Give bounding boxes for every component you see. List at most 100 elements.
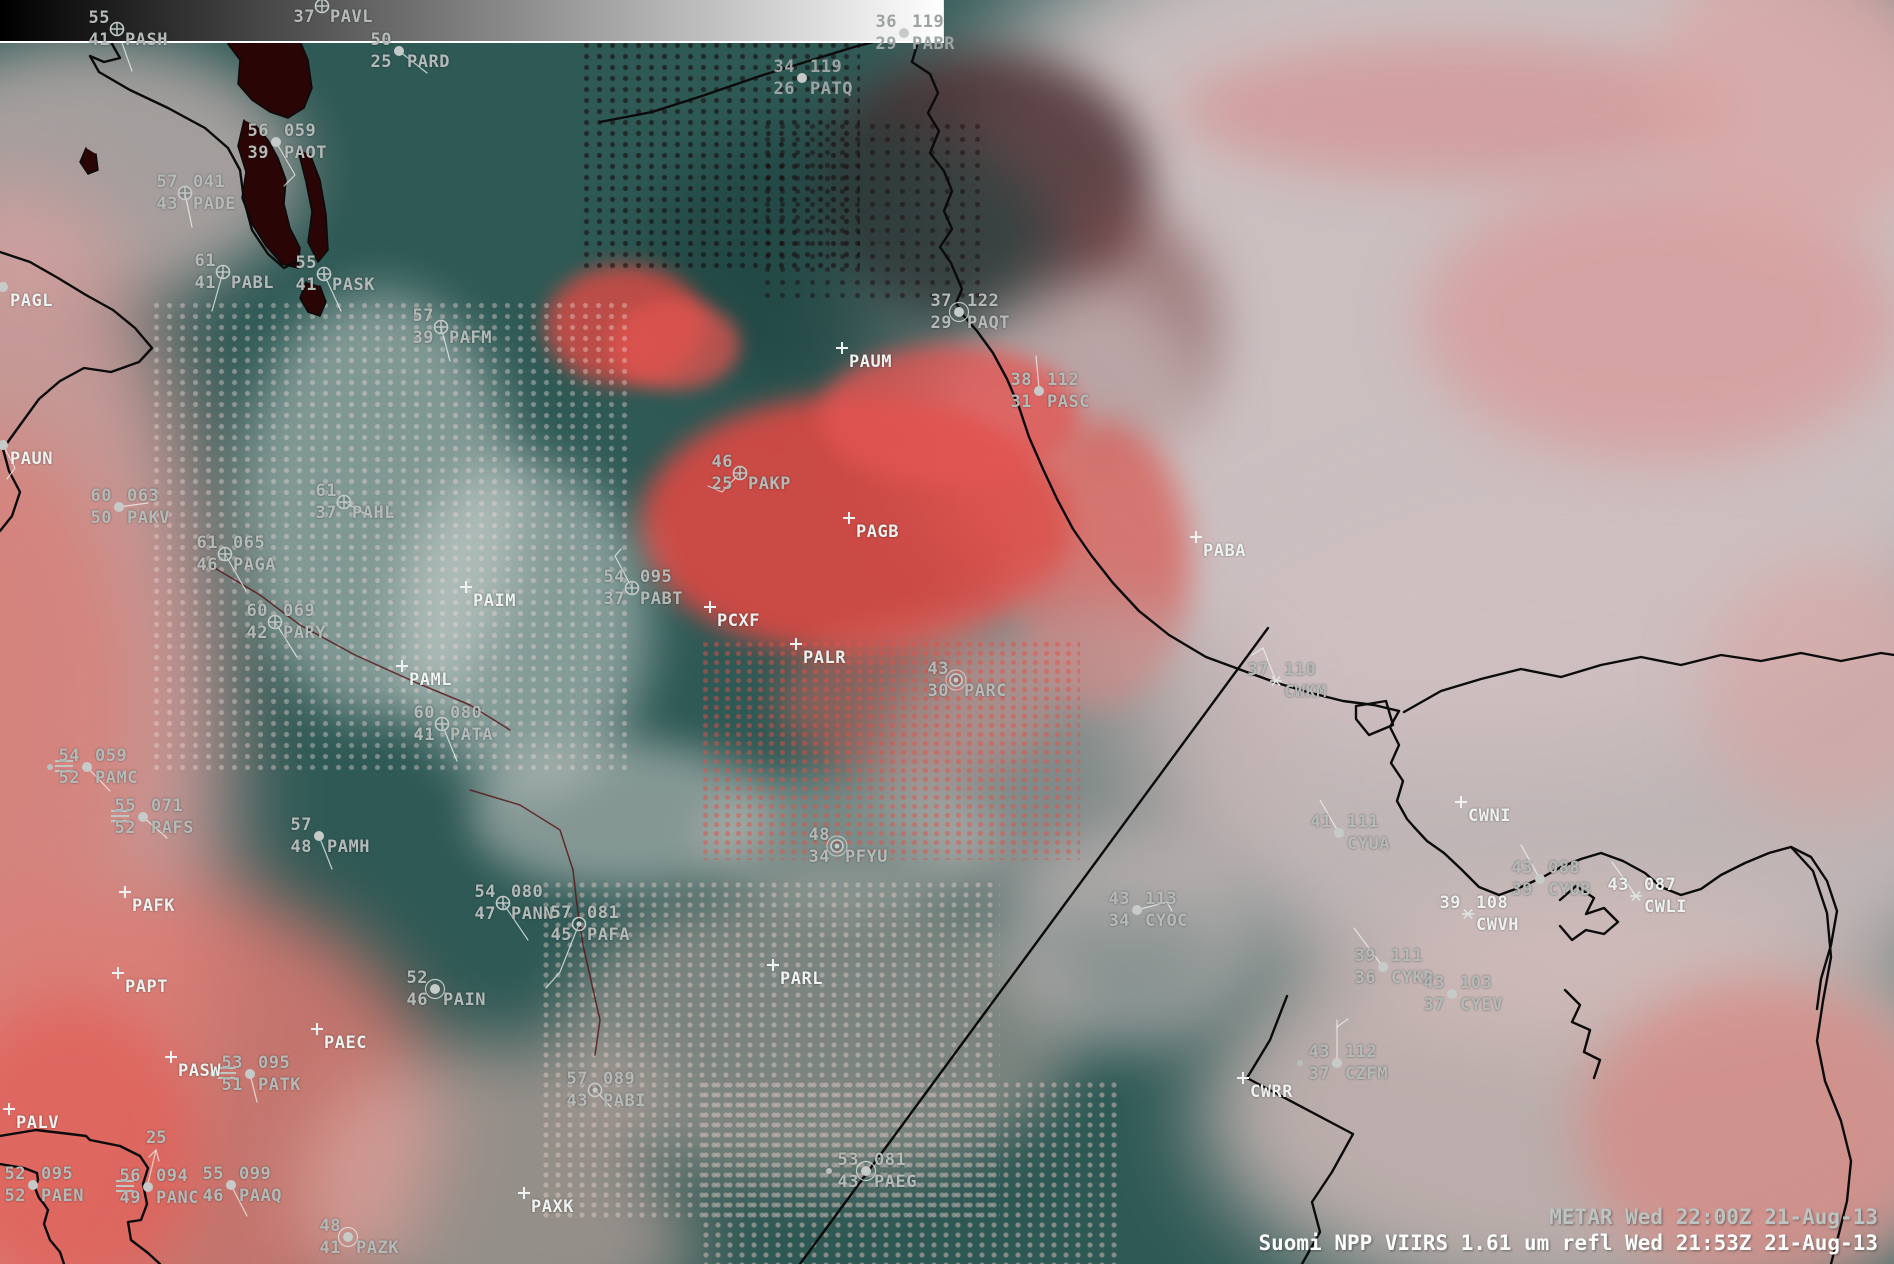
station-id-label: PAEC — [324, 1033, 367, 1053]
station-leader-line — [1251, 647, 1264, 656]
altimeter-value: 069 — [283, 601, 316, 621]
temperature-value: 43 — [1108, 889, 1130, 909]
altimeter-value: 081 — [587, 903, 620, 923]
coastline-border — [0, 250, 154, 533]
station-leader-line — [1319, 799, 1340, 834]
dewpoint-value: 51 — [221, 1075, 243, 1095]
dewpoint-value: 49 — [119, 1188, 141, 1208]
dewpoint-value: 52 — [114, 818, 136, 838]
dot-marker-icon — [855, 1160, 877, 1182]
dot-marker-icon — [314, 831, 324, 841]
dewpoint-value: 30 — [927, 681, 949, 701]
cloud-speckle-field — [540, 880, 1000, 1220]
temperature-value: 46 — [711, 452, 733, 472]
station-leader-line — [1336, 1018, 1349, 1028]
dot-marker-icon — [1334, 828, 1344, 838]
station-id-label: PAUM — [849, 352, 892, 372]
temperature-value: 37 — [930, 291, 952, 311]
dewpoint-value: 29 — [875, 34, 897, 54]
temperature-value: 60 — [90, 486, 112, 506]
plus-marker-icon — [704, 601, 716, 613]
cloud-blob — [560, 880, 1080, 1180]
coastline-border — [1402, 651, 1894, 714]
water-body — [79, 147, 99, 175]
ast-marker-icon — [1270, 675, 1282, 687]
temperature-value: 39 — [1439, 893, 1461, 913]
dewpoint-value: 31 — [1010, 392, 1032, 412]
dewpoint-value: 41 — [319, 1238, 341, 1258]
dewpoint-value: 41 — [413, 725, 435, 745]
temperature-value: 57 — [412, 306, 434, 326]
water-body — [299, 281, 327, 317]
dewpoint-value: 47 — [474, 904, 496, 924]
station-id-label: PAMC — [95, 768, 138, 788]
dewpoint-value: 43 — [156, 194, 178, 214]
temperature-value: 48 — [319, 1216, 341, 1236]
dewpoint-value: 34 — [1108, 911, 1130, 931]
dewpoint-value: 52 — [58, 768, 80, 788]
station-id-label: PAVL — [330, 7, 373, 27]
temperature-value: 61 — [315, 481, 337, 501]
cp-marker-icon — [217, 546, 233, 562]
altimeter-value: 095 — [258, 1053, 291, 1073]
station-id-label: PAIM — [473, 591, 516, 611]
cloud-speckle-field — [700, 1080, 1120, 1264]
dot-marker-icon — [797, 73, 807, 83]
dewpoint-value: 34 — [808, 847, 830, 867]
temperature-value: 55 — [88, 8, 110, 28]
station-id-label: PAGB — [856, 522, 899, 542]
station-id-label: PABT — [640, 589, 683, 609]
temperature-value: 43 — [1511, 858, 1533, 878]
plus-marker-icon — [843, 512, 855, 524]
plus-marker-icon — [165, 1051, 177, 1063]
dewpoint-value: 41 — [194, 273, 216, 293]
station-id-label: PAPT — [125, 977, 168, 997]
dot-marker-icon — [394, 46, 404, 56]
dewpoint-value: 48 — [290, 837, 312, 857]
temperature-value: 55 — [295, 253, 317, 273]
fog-symbol-icon — [218, 1067, 236, 1069]
altimeter-value: 095 — [41, 1164, 74, 1184]
cd2-marker-icon — [945, 669, 967, 691]
altimeter-value: 041 — [193, 172, 226, 192]
cp-marker-icon — [495, 895, 511, 911]
dot-marker-icon — [1332, 1058, 1342, 1068]
station-id-label: CYEV — [1460, 995, 1503, 1015]
cloud-blob — [640, 1000, 1060, 1264]
station-leader-line — [1520, 844, 1541, 880]
dot-marker-icon — [245, 1069, 255, 1079]
temperature-value: 39 — [1354, 946, 1376, 966]
cloud-blob — [610, 300, 740, 390]
dewpoint-value: 45 — [550, 925, 572, 945]
cp-marker-icon — [316, 266, 332, 282]
station-leader-line — [142, 816, 168, 839]
plus-marker-icon — [112, 967, 124, 979]
coastline-border — [1245, 994, 1355, 1264]
station-id-label: CWKM — [1284, 682, 1327, 702]
cloud-speckle-field — [150, 300, 630, 770]
station-id-label: PARC — [964, 681, 1007, 701]
dot-marker-icon — [1034, 386, 1044, 396]
weather-dot-icon — [1297, 1060, 1303, 1066]
coastline-border — [1388, 709, 1839, 1011]
altimeter-value: 094 — [156, 1166, 189, 1186]
fog-symbol-icon — [55, 760, 73, 762]
altimeter-value: 065 — [233, 533, 266, 553]
ast-marker-icon — [1462, 908, 1474, 920]
dot-marker-icon — [143, 1182, 153, 1192]
temperature-value: 57 — [550, 903, 572, 923]
station-id-label: PAGA — [233, 555, 276, 575]
station-id-label: PATK — [258, 1075, 301, 1095]
cp-marker-icon — [314, 0, 330, 14]
altimeter-value: 110 — [1284, 660, 1317, 680]
station-id-label: PAHL — [352, 503, 395, 523]
cp-marker-icon — [336, 494, 352, 510]
station-leader-line — [398, 50, 428, 74]
temperature-value: 52 — [4, 1164, 26, 1184]
dewpoint-value: 43 — [837, 1172, 859, 1192]
dot-marker-icon — [1447, 989, 1457, 999]
temperature-value: 36 — [875, 12, 897, 32]
product-annotation: METAR Wed 22:00Z 21-Aug-13 Suomi NPP VII… — [1258, 1204, 1878, 1256]
station-id-label: PABL — [231, 273, 274, 293]
